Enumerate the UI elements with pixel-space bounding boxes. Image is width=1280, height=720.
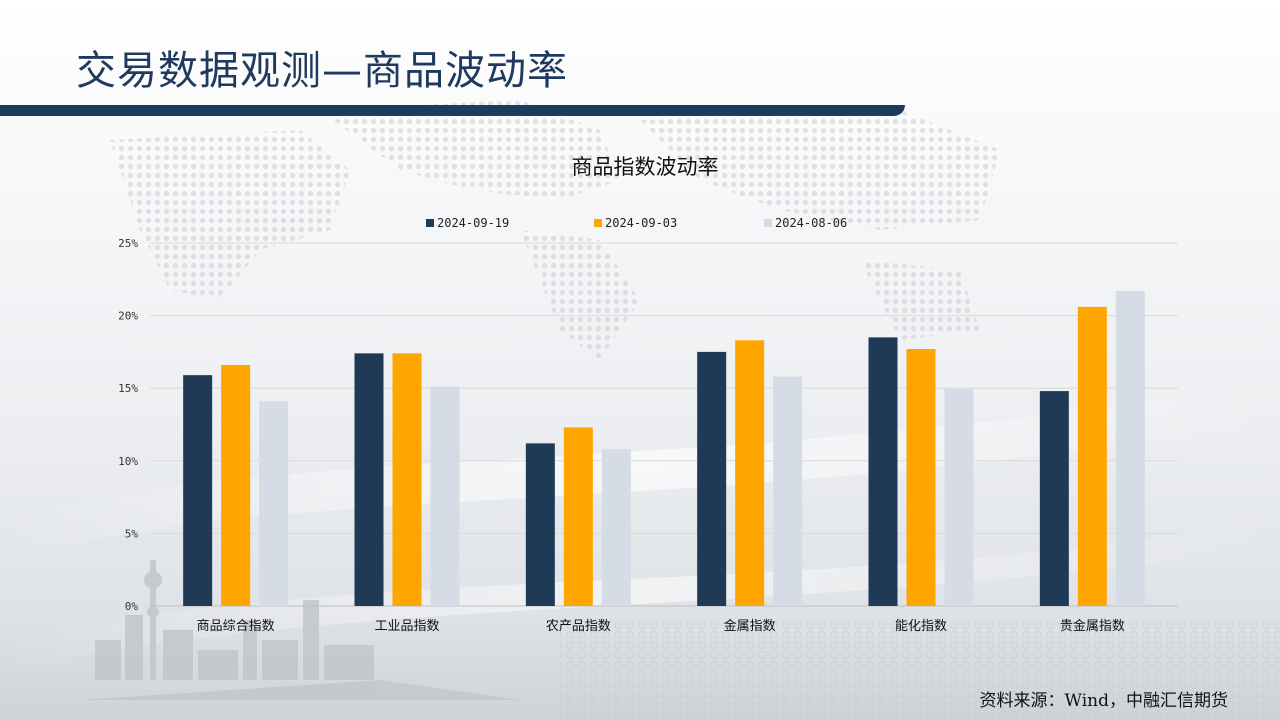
chart-gridlines <box>150 242 1178 607</box>
bar-2024-09-19-商品综合指数 <box>183 375 213 606</box>
skyline-silhouette <box>80 560 520 700</box>
page-title: 交易数据观测—商品波动率 <box>76 48 568 94</box>
x-category-label: 农产品指数 <box>546 619 611 634</box>
x-category-label: 工业品指数 <box>374 619 439 634</box>
y-tick-label: 20% <box>118 310 138 323</box>
y-tick-label: 15% <box>118 382 138 395</box>
bar-2024-09-03-工业品指数 <box>392 353 422 606</box>
x-axis: 商品综合指数 工业品指数 农产品指数 金属指数 能化指数 贵金属指数 <box>197 618 1125 634</box>
chart-title: 商品指数波动率 <box>572 155 719 179</box>
bar-2024-09-03-商品综合指数 <box>221 364 251 606</box>
bar-2024-09-19-能化指数 <box>868 337 898 606</box>
x-category-label: 商品综合指数 <box>197 619 275 634</box>
bar-2024-09-19-贵金属指数 <box>1039 391 1069 606</box>
y-tick-label: 5% <box>125 527 139 540</box>
legend-label: 2024-09-03 <box>605 216 677 230</box>
bar-2024-09-03-能化指数 <box>906 348 936 606</box>
legend-swatch <box>426 219 434 227</box>
y-tick-label: 10% <box>118 455 138 468</box>
x-category-label: 能化指数 <box>895 619 947 634</box>
y-tick-label: 25% <box>118 237 138 250</box>
y-axis: 0% 5% 10% 15% 20% 25% <box>118 237 138 613</box>
bar-2024-08-06-工业品指数 <box>430 386 460 606</box>
bar-2024-08-06-金属指数 <box>773 376 803 606</box>
chart-bars <box>183 290 1145 606</box>
bar-2024-09-19-农产品指数 <box>525 443 555 606</box>
legend-label: 2024-09-19 <box>437 216 509 230</box>
x-category-label: 贵金属指数 <box>1060 618 1125 634</box>
y-tick-label: 0% <box>125 600 139 613</box>
bar-2024-09-03-农产品指数 <box>563 427 593 606</box>
bar-2024-08-06-农产品指数 <box>601 449 631 606</box>
data-source-note: 资料来源：Wind，中融汇信期货 <box>979 691 1228 711</box>
chart-legend: 2024-09-19 2024-09-03 2024-08-06 <box>426 216 847 230</box>
bar-2024-08-06-商品综合指数 <box>259 401 289 606</box>
bar-2024-09-03-贵金属指数 <box>1077 306 1107 606</box>
bar-2024-08-06-贵金属指数 <box>1115 290 1145 606</box>
world-map-dots <box>110 100 1000 360</box>
legend-swatch <box>594 219 602 227</box>
legend-label: 2024-08-06 <box>775 216 847 230</box>
bar-2024-09-19-工业品指数 <box>354 353 384 606</box>
header-accent-bar <box>0 105 905 116</box>
bar-2024-09-03-金属指数 <box>735 340 765 606</box>
x-category-label: 金属指数 <box>724 618 776 634</box>
bar-2024-08-06-能化指数 <box>944 388 974 606</box>
bar-2024-09-19-金属指数 <box>697 351 727 606</box>
legend-swatch <box>764 219 772 227</box>
